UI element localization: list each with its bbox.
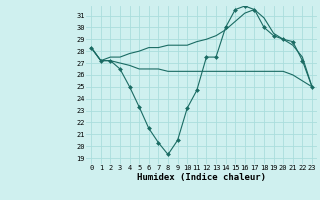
X-axis label: Humidex (Indice chaleur): Humidex (Indice chaleur) bbox=[137, 173, 266, 182]
